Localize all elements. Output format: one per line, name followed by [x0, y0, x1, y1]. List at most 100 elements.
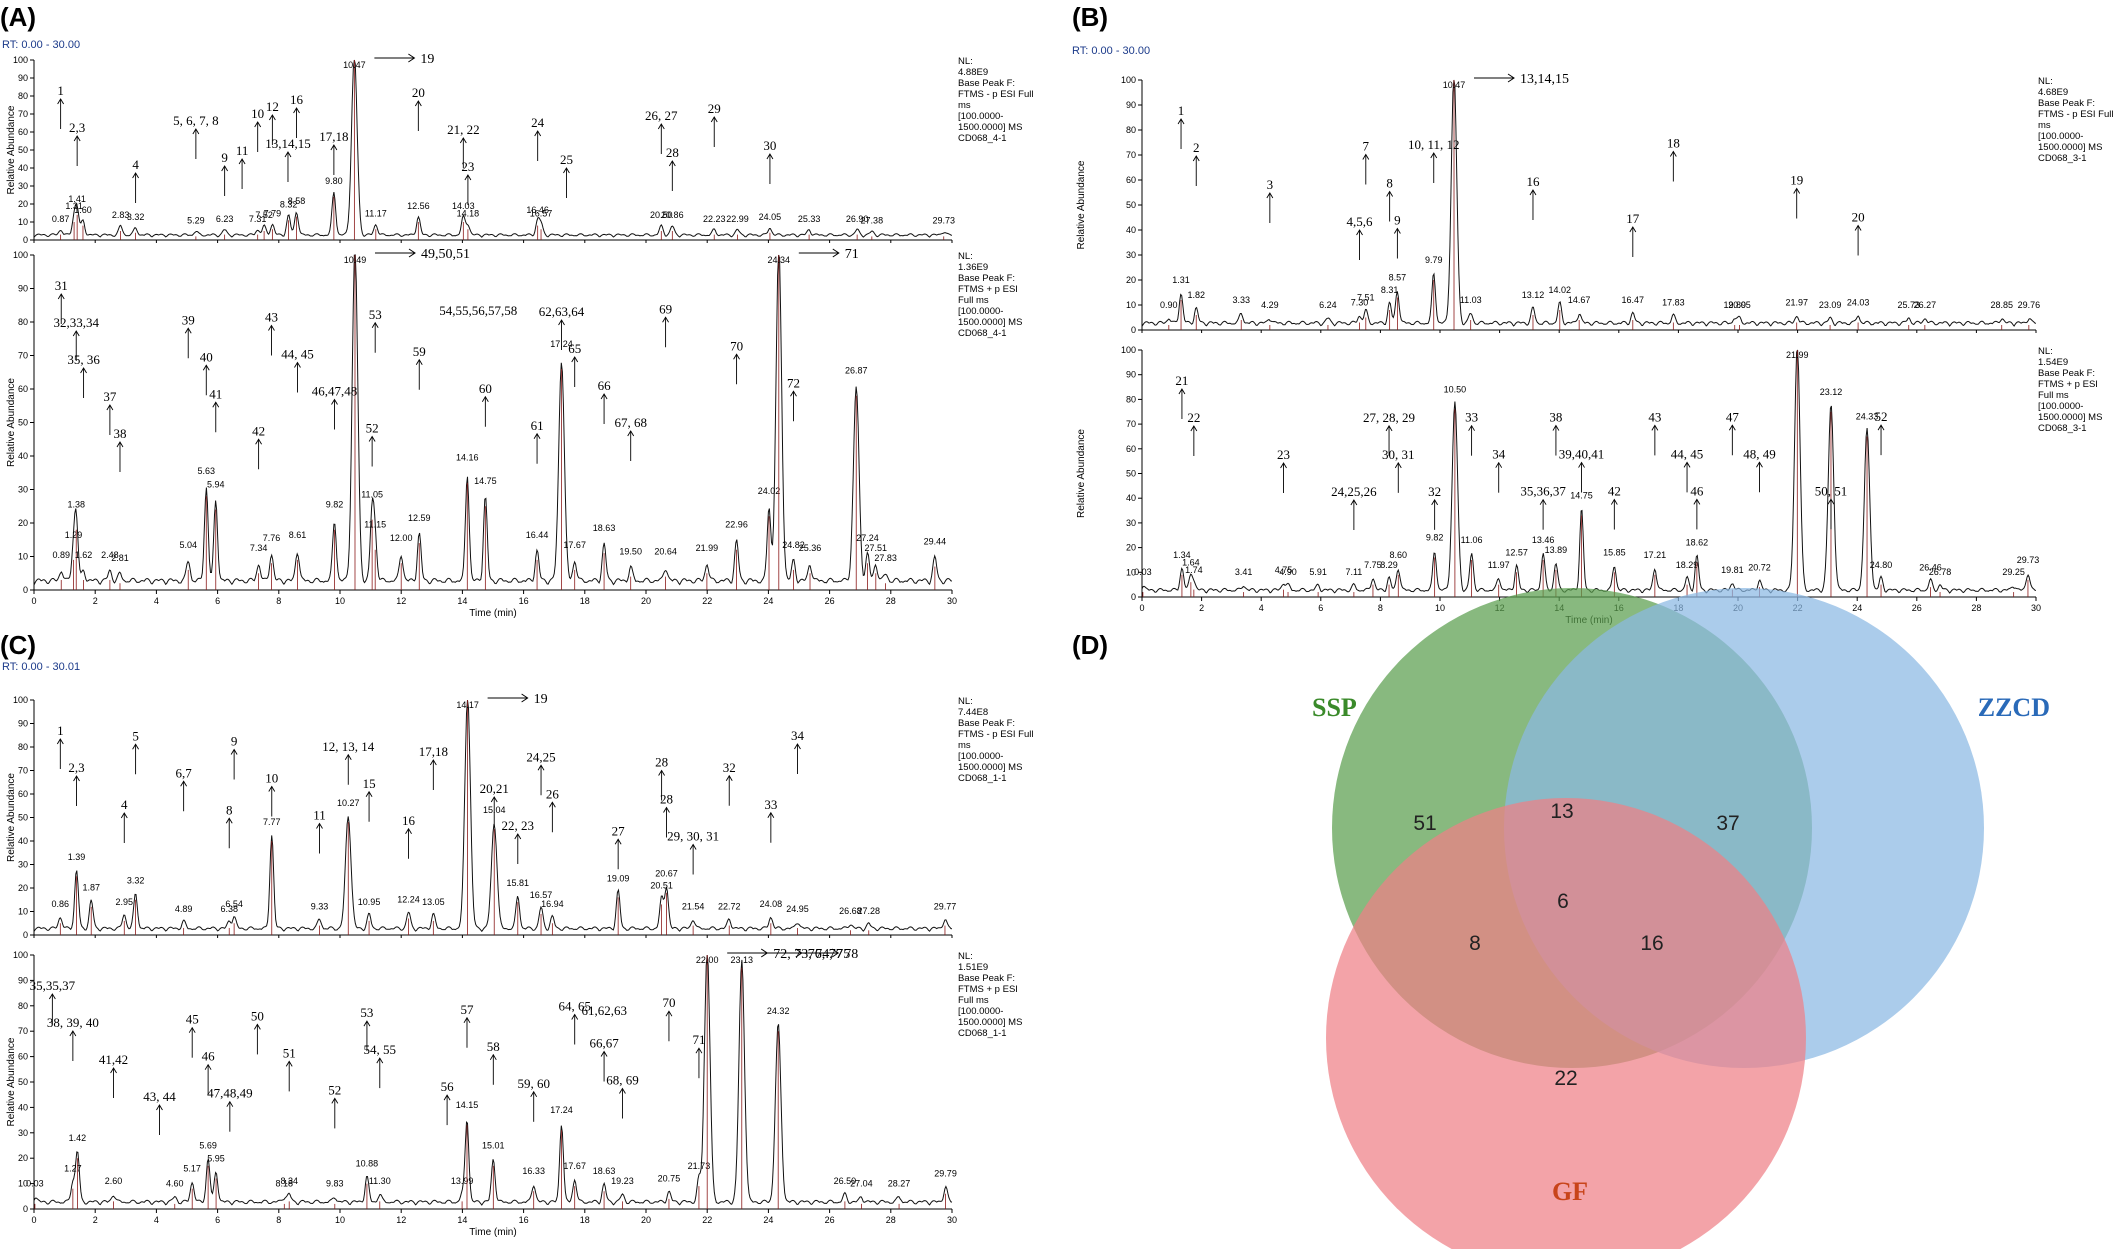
peak-rt-label: 10.27 [337, 798, 360, 808]
nl-info-text: NL: [958, 251, 973, 262]
annotation-arrowhead [463, 1016, 471, 1024]
annotation-arrowhead [255, 438, 262, 445]
annotation-arrowhead [459, 137, 467, 144]
peak-rt-label: 18.62 [1686, 538, 1709, 548]
peak-rt-label: 16.44 [526, 530, 549, 540]
annotation-arrowhead [1177, 118, 1185, 125]
compound-annotation: 47,48,49 [207, 1086, 253, 1101]
x-axis-label: Time (min) [469, 608, 516, 619]
annotation-arrowhead [69, 1030, 77, 1037]
nl-info-text: FTMS - p ESI Full [2038, 109, 2113, 120]
compound-annotation: 22 [1187, 410, 1200, 425]
peak-rt-label: 16.57 [530, 208, 553, 218]
annotation-arrowhead [481, 395, 489, 402]
callout-label: 49,50,51 [421, 247, 470, 262]
compound-annotation: 33 [764, 797, 777, 812]
nl-info-text: 1500.0000] MS [958, 1017, 1022, 1028]
nl-info-text: Base Peak F: [958, 718, 1015, 729]
compound-annotation: 6,7 [176, 765, 193, 780]
peak-rt-label: 22.00 [696, 955, 719, 965]
compound-annotation: 32 [1428, 484, 1441, 499]
compound-annotation: 68, 69 [606, 1073, 639, 1088]
annotation-arrowhead [1552, 424, 1560, 431]
nl-info-text: Full ms [958, 295, 989, 306]
nl-info-text: 4.68E9 [2038, 87, 2068, 98]
peak-rt-label: 26.68 [839, 906, 862, 916]
x-tick-label: 18 [580, 1215, 590, 1225]
compound-annotation: 52 [328, 1082, 341, 1097]
nl-info-text: CD068_4-1 [958, 328, 1007, 339]
compound-annotation: 24,25 [526, 749, 555, 764]
peak-rt-label: 20.05 [1728, 300, 1751, 310]
annotation-arrowhead [80, 367, 87, 374]
compound-annotation: 11 [236, 143, 249, 158]
y-tick-label: 70 [1126, 150, 1136, 160]
compound-annotation: 61 [531, 418, 544, 433]
peak-rt-label: 18.63 [593, 1166, 616, 1176]
compound-annotation: 28 [666, 145, 679, 160]
compound-annotation: 10 [251, 106, 264, 121]
venn-region-count: 37 [1716, 812, 1739, 835]
annotation-arrowhead [268, 785, 276, 792]
compound-annotation: 39 [182, 312, 195, 327]
annotation-arrowhead [1793, 187, 1801, 194]
peak-rt-label: 24.03 [1847, 298, 1870, 308]
peak-rt-label: 4.60 [166, 1179, 184, 1189]
peak-rt-label: 14.16 [456, 453, 479, 463]
y-tick-label: 80 [18, 91, 28, 101]
y-tick-label: 100 [1121, 75, 1136, 85]
x-tick-label: 18 [580, 596, 590, 606]
annotation-arrowhead [443, 1094, 451, 1101]
annotation-arrowhead [663, 806, 670, 813]
peak-rt-label: 0.87 [52, 214, 70, 224]
annotation-arrowhead [132, 172, 139, 179]
compound-annotation: 38 [113, 426, 126, 441]
annotation-arrowhead [368, 435, 376, 442]
nl-info-text: 1500.0000] MS [958, 122, 1022, 133]
callout-label: 13,14,15 [1520, 72, 1569, 87]
peak-rt-label: 29.77 [934, 902, 957, 912]
annotation-arrowhead [614, 838, 622, 845]
nl-info-text: Base Peak F: [958, 273, 1015, 284]
compound-annotation: 39,40,41 [1559, 447, 1605, 462]
nl-info-text: NL: [958, 951, 973, 962]
y-tick-label: 0 [23, 1204, 28, 1214]
compound-annotation: 41 [209, 386, 222, 401]
peak-rt-label: 9.82 [1426, 533, 1444, 543]
compound-annotation: 17,18 [319, 129, 348, 144]
peak-rt-label: 20.86 [661, 210, 684, 220]
peak-rt-label: 3.33 [1232, 295, 1250, 305]
peak-rt-label: 2.95 [116, 897, 134, 907]
annotation-arrowhead [1178, 388, 1186, 395]
nl-info-text: CD068_3-1 [2038, 153, 2087, 164]
x-tick-label: 16 [519, 596, 529, 606]
peak-rt-label: 27.28 [858, 906, 881, 916]
x-tick-label: 4 [154, 1215, 159, 1225]
peak-rt-label: 5.29 [187, 216, 205, 226]
y-tick-label: 100 [13, 950, 28, 960]
peak-rt-label: 16.57 [530, 890, 553, 900]
nl-info-text: [100.0000- [958, 751, 1003, 762]
peak-rt-label: 1.64 [1182, 557, 1200, 567]
peak-rt-label: 17.21 [1644, 550, 1667, 560]
peak-rt-label: 27.83 [874, 553, 897, 563]
nl-info-text: FTMS - p ESI Full [958, 729, 1033, 740]
compound-annotation: 4 [121, 797, 128, 812]
chromatogram-line [33, 954, 953, 1206]
compound-annotation: 15 [363, 776, 376, 791]
compound-annotation: 32,33,34 [53, 315, 99, 330]
nl-info-text: Full ms [2038, 390, 2069, 401]
y-axis-label: Relative Abundance [6, 1037, 17, 1126]
y-tick-label: 10 [18, 1179, 28, 1189]
nl-info-text: 1500.0000] MS [958, 317, 1022, 328]
y-tick-label: 70 [1126, 419, 1136, 429]
peak-rt-label: 23.12 [1820, 387, 1843, 397]
peak-rt-label: 3.41 [1235, 567, 1253, 577]
compound-annotation: 54,55,56,57,58 [439, 303, 517, 318]
compound-annotation: 46 [202, 1049, 216, 1064]
venn-set-label-ssp: SSP [1312, 693, 1357, 722]
y-tick-label: 80 [1126, 394, 1136, 404]
peak-rt-label: 11.15 [364, 520, 386, 530]
